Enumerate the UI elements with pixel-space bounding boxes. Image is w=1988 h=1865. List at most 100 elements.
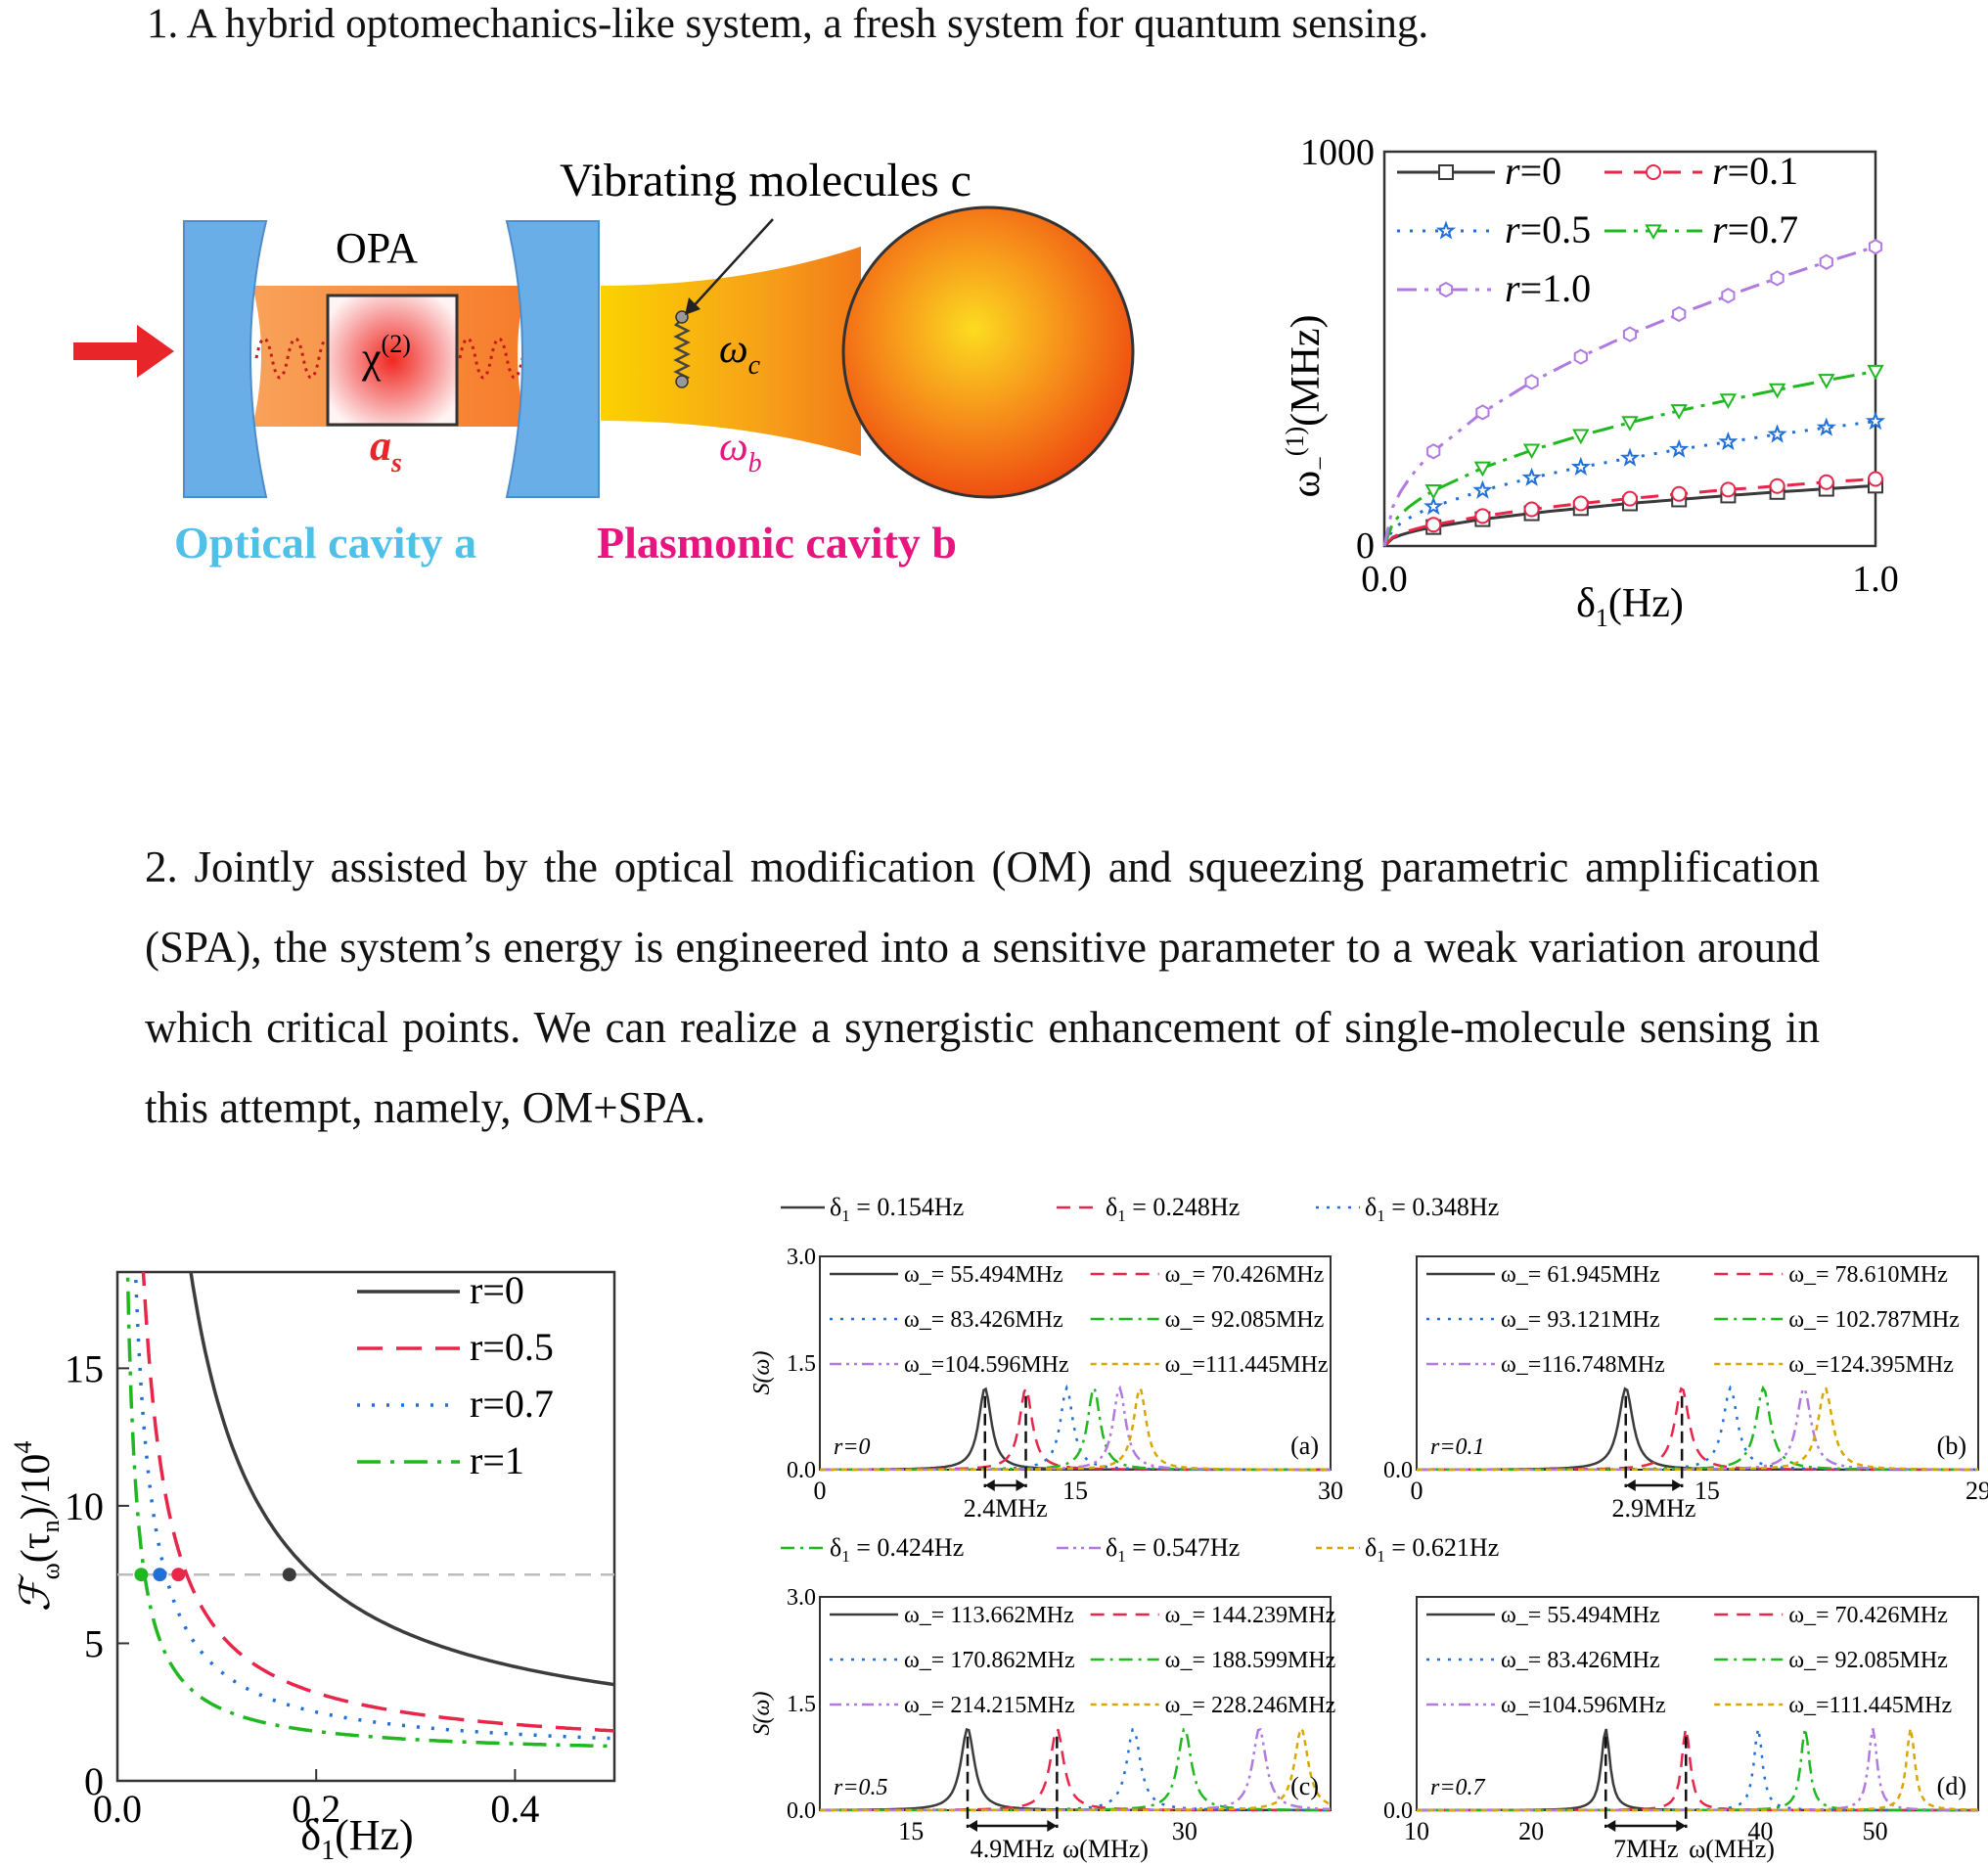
c2-ytick-label-0: 0 <box>84 1759 104 1803</box>
spectra-panel-2-ylabel: S(ω) <box>749 1692 775 1736</box>
spectra-panel-3-legend-label-3: ω_= 92.085MHz <box>1788 1648 1948 1673</box>
spectra-panel-3-legend-label-2: ω_= 83.426MHz <box>1501 1648 1660 1673</box>
spectra-panel-2-xtick-1: 30 <box>1172 1817 1197 1845</box>
c1-xtick-left: 0.0 <box>1361 559 1408 600</box>
spectra-panel-0-r-label: r=0 <box>834 1434 871 1460</box>
c1-series-1-point-3 <box>1523 501 1540 518</box>
spectra-panel-1-arrowhead-left-icon <box>1625 1479 1636 1491</box>
spectra-panel-3-peak-1 <box>1417 1728 1978 1812</box>
spectra-panel-0-legend-label-5: ω_=111.445MHz <box>1165 1352 1329 1378</box>
c3-mid-legend-label-2: δ1 = 0.621Hz <box>1365 1533 1499 1566</box>
spectra-panel-2-legend-label-1: ω_= 144.239MHz <box>1165 1603 1336 1628</box>
c2-legend: r=0 r=0.5 r=0.7 r=1 <box>357 1268 554 1482</box>
right-mirror <box>505 220 600 498</box>
spectra-panel-1-legend-label-4: ω_=116.748MHz <box>1501 1352 1665 1378</box>
c2-legend-label-3: r=1 <box>470 1438 524 1482</box>
c1-xlabel: δ1(Hz) <box>1576 581 1684 632</box>
c1-series-1-point-9 <box>1818 474 1834 490</box>
hybrid-system-schematic: OPA χ(2) Vibrating molecules c ωc ωb as … <box>73 155 1135 568</box>
spectra-mid-legend: δ1 = 0.424Hz δ1 = 0.547Hz δ1 = 0.621Hz <box>781 1533 1499 1566</box>
c2-ytick-label-2: 10 <box>65 1484 104 1528</box>
c3-top-legend-label-0: δ1 = 0.154Hz <box>830 1193 964 1225</box>
c1-series-4-point-5 <box>1622 326 1638 342</box>
spectra-panel-0-legend-label-0: ω_= 55.494MHz <box>904 1262 1063 1288</box>
spectra-panel-1-peak-2 <box>1417 1385 1978 1472</box>
spectra-panel-1-legend-label-0: ω_= 61.945MHz <box>1501 1262 1660 1288</box>
c3-top-legend-label-1: δ1 = 0.248Hz <box>1106 1193 1240 1225</box>
c2-ylabel: ℱω(τn)/104 <box>9 1441 65 1613</box>
spectra-panel-3-ytick-0: 0.0 <box>1383 1798 1413 1824</box>
spectra-panel-3-xtick-1: 20 <box>1518 1817 1544 1845</box>
omega-b-label: ωb <box>719 425 762 478</box>
c1-series-1-point-1 <box>1425 517 1442 533</box>
spectra-panel-1-xtick-1: 15 <box>1694 1477 1720 1505</box>
c1-series-4-point-4 <box>1573 348 1588 365</box>
molecules-label: Vibrating molecules c <box>560 155 971 206</box>
c1-legend-label-0: r=0 <box>1505 149 1561 193</box>
c1-series-3-point-10 <box>1867 364 1884 381</box>
spectra-chart: δ1 = 0.154Hz δ1 = 0.248Hz δ1 = 0.348Hz δ1 … <box>749 1193 1988 1863</box>
spectra-panel-1-xtick-2: 29 <box>1965 1477 1988 1505</box>
c3-mid-legend-label-1: δ1 = 0.547Hz <box>1106 1533 1240 1566</box>
c1-series-1-point-4 <box>1572 495 1589 512</box>
section-1-heading: 1. A hybrid optomechanics-like system, a… <box>147 1 1429 47</box>
spectra-panel-2-ytick-1: 1.5 <box>787 1692 816 1717</box>
spectra-panel-1-peak-0 <box>1417 1387 1978 1472</box>
spectra-panel-0-legend-label-4: ω_=104.596MHz <box>904 1352 1069 1378</box>
c1-series-2-point-2 <box>1472 479 1493 499</box>
c2-xtick-label-0: 0.0 <box>93 1787 142 1831</box>
spectra-panel-1-legend-label-5: ω_=124.395MHz <box>1788 1352 1954 1378</box>
spectra-panel-1-xtick-0: 0 <box>1411 1477 1423 1505</box>
c1-series-2-point-8 <box>1767 424 1787 443</box>
c2-threshold-point-1 <box>171 1568 186 1582</box>
opa-crystal <box>326 294 459 427</box>
c2-legend-label-1: r=0.5 <box>470 1325 554 1369</box>
c1-series-2-point-1 <box>1423 496 1444 516</box>
spectra-panel-0-arrowhead-left-icon <box>984 1479 995 1491</box>
c1-legend: r=0 r=0.1 r=0.5 r=0.7 r=1.0 <box>1397 149 1798 310</box>
c2-xlabel: δ1(Hz) <box>300 1811 413 1865</box>
c1-ylabel: ω−(1)(MHz) <box>1281 315 1334 498</box>
c1-legend-label-4: r=1.0 <box>1505 266 1591 310</box>
spectra-panel-2-arrowhead-left-icon <box>968 1820 978 1832</box>
c1-legend-marker-2 <box>1435 220 1457 240</box>
section-2-paragraph: 2. Jointly assisted by the optical modif… <box>145 842 1820 1132</box>
spectra-panel-1-arrowhead-right-icon <box>1672 1479 1683 1491</box>
spectra-panel-3-tag: (d) <box>1937 1772 1966 1800</box>
spectra-panel-1-peak-1 <box>1417 1387 1978 1472</box>
spectra-panel-2-legend-label-3: ω_= 188.599MHz <box>1165 1648 1336 1673</box>
c1-series-1-point-5 <box>1622 490 1638 507</box>
spectra-panel-0-legend-label-1: ω_= 70.426MHz <box>1165 1262 1325 1288</box>
c2-ytick-label-3: 15 <box>65 1346 104 1390</box>
omega-vs-delta-chart: 1000 0 0.0 1.0 δ1(Hz) ω−(1)(MHz) r=0 r=0.… <box>1281 132 1899 632</box>
spectra-panel-2-ytick-0: 0.0 <box>787 1798 816 1824</box>
c3-top-legend-label-2: δ1 = 0.348Hz <box>1365 1193 1499 1225</box>
c1-series-3-point-2 <box>1473 461 1492 478</box>
opa-label: OPA <box>336 224 418 272</box>
spectra-panel-3-peak-3 <box>1417 1728 1978 1812</box>
c3-mid-legend-label-0: δ1 = 0.424Hz <box>830 1533 964 1566</box>
c1-ytick-bottom: 0 <box>1356 525 1375 567</box>
spectra-panel-0-ytick-2: 3.0 <box>787 1245 816 1270</box>
c2-ytick-label-1: 5 <box>84 1621 104 1665</box>
spectra-panel-2-gap-label: 4.9MHz <box>971 1835 1055 1863</box>
c1-legend-marker-3 <box>1645 224 1662 241</box>
c2-legend-label-2: r=0.7 <box>470 1382 554 1426</box>
chi-label: χ(2) <box>361 330 411 382</box>
c1-series-4-point-8 <box>1770 270 1785 287</box>
c2-threshold-point-2 <box>153 1568 167 1582</box>
c1-legend-label-3: r=0.7 <box>1712 207 1798 251</box>
spectra-panel-2-legend-label-5: ω_= 228.246MHz <box>1165 1693 1336 1718</box>
input-arrow-icon <box>73 325 174 378</box>
spectra-panel-1: 0.00 15 29 ω_= 61.945MHz ω_= 78.610MHz ω_= 93… <box>1383 1255 1988 1523</box>
spectra-panel-1-legend-label-1: ω_= 78.610MHz <box>1788 1262 1948 1288</box>
c2-series-line-3 <box>125 1272 614 1749</box>
spectra-panel-2: 0.0 1.5 3.0 S(ω) 15 30 ω_= 113.662MHz ω_= 144.2… <box>749 1585 1335 1863</box>
spectra-panel-3-xtick-0: 10 <box>1404 1817 1429 1845</box>
spectra-panel-2-tag: (c) <box>1290 1772 1319 1800</box>
spectra-panel-2-r-label: r=0.5 <box>834 1775 888 1800</box>
optical-cavity-label: Optical cavity a <box>174 518 476 568</box>
spectra-panel-0-arrowhead-right-icon <box>1016 1479 1026 1491</box>
c2-series-line-0 <box>189 1272 614 1687</box>
